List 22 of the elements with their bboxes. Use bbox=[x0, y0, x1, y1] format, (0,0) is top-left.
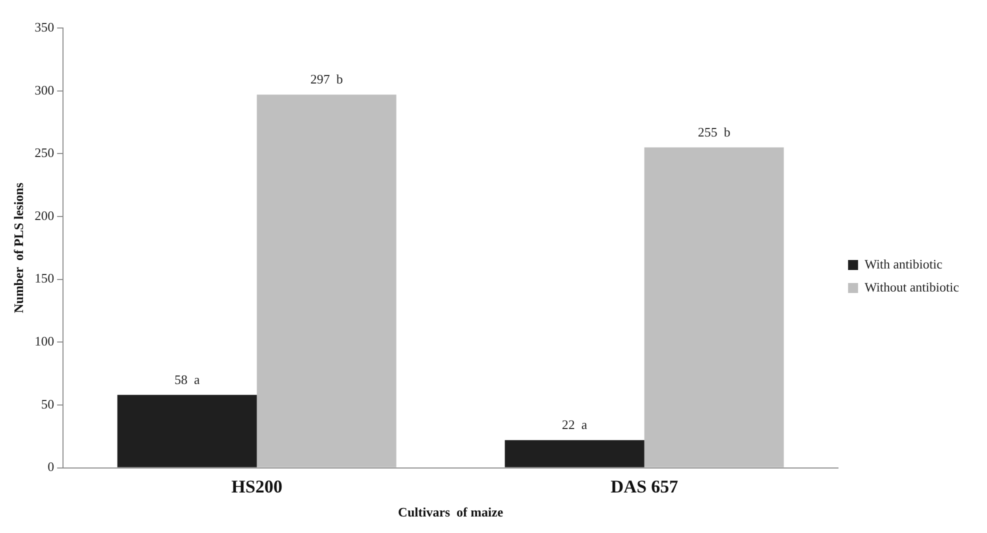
y-axis-title: Number of PLS lesions bbox=[11, 182, 26, 314]
data-label: 22 a bbox=[562, 417, 588, 432]
legend-label: Without antibiotic bbox=[864, 279, 960, 294]
y-tick-label: 50 bbox=[41, 396, 54, 412]
bar bbox=[117, 394, 257, 468]
bar bbox=[644, 147, 784, 468]
y-tick-label: 350 bbox=[34, 19, 54, 34]
data-label: 255 b bbox=[698, 124, 730, 140]
data-label: 58 a bbox=[174, 372, 200, 387]
y-tick-label: 150 bbox=[34, 270, 54, 286]
y-tick-label: 200 bbox=[34, 208, 54, 223]
bar bbox=[256, 94, 396, 468]
bar bbox=[504, 440, 644, 468]
y-tick-label: 250 bbox=[34, 145, 54, 160]
y-tick-label: 0 bbox=[48, 459, 54, 474]
x-axis-title: Cultivars of maize bbox=[398, 504, 504, 520]
y-tick-label: 100 bbox=[34, 334, 54, 349]
legend-label: With antibiotic bbox=[864, 256, 943, 272]
x-tick-label: DAS 657 bbox=[610, 476, 678, 496]
x-tick-label: HS200 bbox=[231, 476, 282, 496]
y-tick-label: 300 bbox=[34, 82, 54, 98]
data-label: 297 b bbox=[310, 72, 343, 87]
